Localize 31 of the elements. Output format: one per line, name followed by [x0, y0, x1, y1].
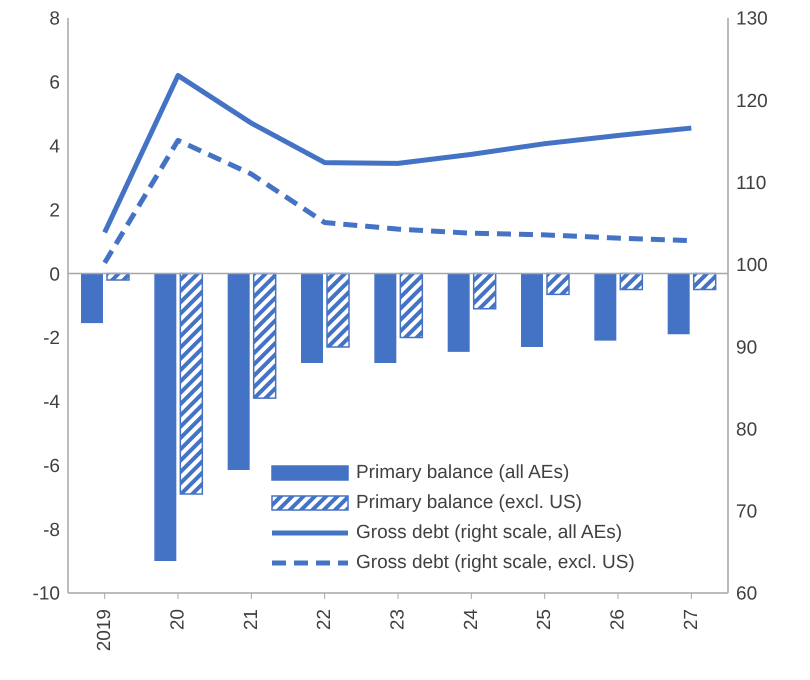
- y-tick-label: 4: [49, 136, 60, 158]
- y-tick-label: -2: [43, 328, 60, 350]
- x-tick-label: 23: [388, 609, 408, 630]
- legend-label: Gross debt (right scale, all AEs): [356, 522, 622, 544]
- x-tick-label: 20: [168, 609, 188, 630]
- y2-tick-label: 80: [736, 419, 758, 440]
- y-tick-label: -4: [43, 392, 60, 414]
- y-tick-label: 0: [49, 264, 60, 286]
- x-tick-label: 25: [534, 609, 556, 630]
- y2-tick-label: 120: [736, 90, 768, 112]
- y-tick-label: -10: [32, 584, 60, 605]
- y-tick-label: 8: [49, 8, 60, 30]
- legend-label: Primary balance (excl. US): [356, 492, 582, 514]
- y2-tick-label: 60: [736, 584, 758, 605]
- x-tick-label: 24: [460, 608, 482, 630]
- y-tick-label: -6: [43, 456, 60, 477]
- x-tick-label: 2019: [94, 609, 116, 652]
- y-tick-label: -8: [43, 520, 60, 541]
- y-tick-label: 6: [49, 72, 60, 94]
- y2-tick-label: 70: [736, 502, 758, 523]
- x-tick-label: 21: [240, 609, 262, 630]
- legend-label: Primary balance (all AEs): [356, 462, 570, 484]
- y-tick-label: 2: [49, 200, 60, 222]
- x-tick-label: 27: [680, 609, 702, 630]
- x-tick-label: 26: [608, 609, 628, 630]
- y2-tick-label: 100: [736, 255, 768, 276]
- legend-label: Gross debt (right scale, excl. US): [356, 552, 635, 574]
- y2-tick-label: 130: [736, 8, 768, 30]
- y2-tick-label: 110: [736, 173, 766, 194]
- x-tick-label: 22: [314, 609, 336, 630]
- y2-tick-label: 90: [736, 337, 758, 358]
